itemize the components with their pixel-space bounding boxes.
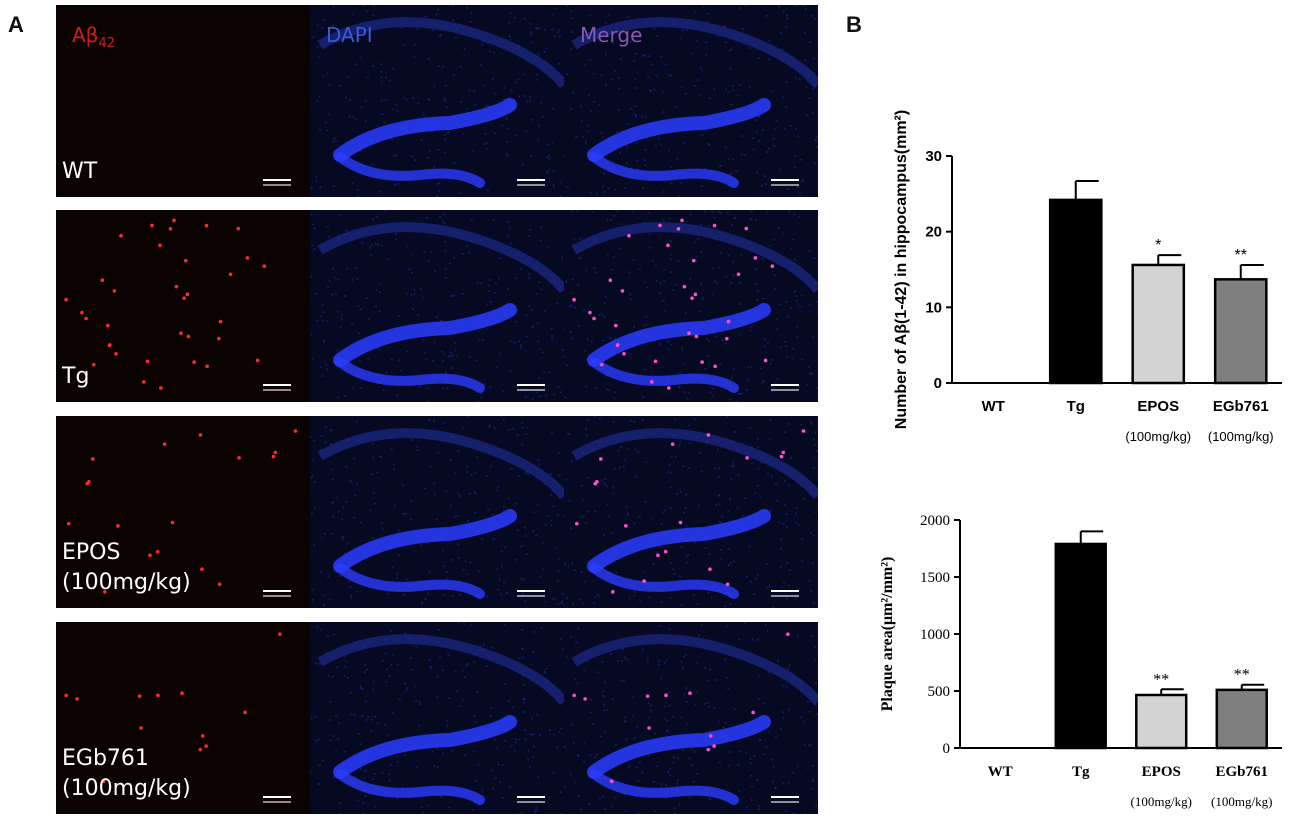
abeta-channel-image bbox=[56, 210, 310, 402]
x-tick-label: EGb761 bbox=[1215, 764, 1268, 780]
bar-egb761 bbox=[1213, 278, 1268, 385]
y-axis-label: Plaque area(μm²/mm²) bbox=[879, 557, 896, 712]
micrograph-row: Tg bbox=[56, 210, 818, 402]
group-label-line: (100mg/kg) bbox=[62, 776, 191, 801]
channel-label: Aβ42 bbox=[72, 23, 115, 51]
bar-tg bbox=[1048, 198, 1103, 385]
group-label-line: (100mg/kg) bbox=[62, 570, 191, 595]
group-label-line: EGb761 bbox=[62, 746, 149, 771]
scale-bar bbox=[771, 796, 799, 798]
dapi-channel-image bbox=[310, 622, 564, 814]
scale-bar bbox=[263, 384, 291, 386]
scale-bar bbox=[263, 796, 291, 798]
scale-bar-caption bbox=[517, 184, 545, 186]
y-tick-label: 0 bbox=[943, 741, 951, 757]
x-tick-label: WT bbox=[988, 764, 1013, 780]
micrograph-row: EPOS (100mg/kg) bbox=[56, 416, 818, 608]
scale-bar-caption bbox=[263, 801, 291, 803]
scale-bar bbox=[263, 179, 291, 181]
significance-marker: ** bbox=[1234, 667, 1250, 684]
x-tick-label: Tg bbox=[1072, 764, 1090, 780]
micrograph-row: Aβ42 DAPI Merge WT bbox=[56, 5, 818, 197]
channel-label-text: Merge bbox=[580, 23, 643, 47]
bar-chart-svg: 0 10 20 30 WT Tg * EPOS (100mg/kg) ** EGb761 (100mg… bbox=[893, 110, 1282, 444]
dapi-channel-image bbox=[310, 210, 564, 402]
bar-chart-svg: 0 500 1000 1500 2000 WT Tg ** EPOS (100mg/kg) ** EG… bbox=[879, 513, 1282, 809]
scale-bar-caption bbox=[517, 801, 545, 803]
channel-label-text: Aβ bbox=[72, 23, 99, 47]
y-tick-label: 20 bbox=[925, 224, 942, 241]
group-label: EPOS (100mg/kg) bbox=[62, 538, 191, 598]
x-tick-sublabel: (100mg/kg) bbox=[1208, 429, 1274, 444]
abeta-channel-image bbox=[56, 5, 310, 197]
y-tick-label: 1000 bbox=[920, 627, 950, 643]
bar-epos bbox=[1135, 693, 1188, 750]
scale-bar-caption bbox=[517, 389, 545, 391]
x-tick-label: EPOS bbox=[1137, 398, 1179, 415]
channel-label: Merge bbox=[580, 23, 642, 47]
scale-bar bbox=[771, 590, 799, 592]
group-label-line: EPOS bbox=[62, 540, 121, 565]
merge-channel-image bbox=[564, 416, 818, 608]
x-tick-sublabel: (100mg/kg) bbox=[1125, 429, 1191, 444]
significance-marker: ** bbox=[1235, 247, 1247, 264]
scale-bar-caption bbox=[771, 389, 799, 391]
y-axis-label: Number of Aβ(1-42) in hippocampus(mm²) bbox=[893, 110, 910, 429]
x-tick-label: EGb761 bbox=[1213, 398, 1269, 415]
scale-bar-caption bbox=[771, 184, 799, 186]
channel-label-subscript: 42 bbox=[98, 36, 115, 51]
channel-label: DAPI bbox=[326, 23, 373, 47]
merge-channel-image bbox=[564, 5, 818, 197]
y-tick-label: 30 bbox=[925, 148, 942, 165]
scale-bar-caption bbox=[263, 389, 291, 391]
plaque-area-chart: 0 500 1000 1500 2000 WT Tg ** EPOS (100mg/kg) ** EG… bbox=[860, 500, 1290, 818]
x-tick-label: EPOS bbox=[1142, 764, 1181, 780]
scale-bar bbox=[517, 796, 545, 798]
significance-marker: * bbox=[1155, 237, 1161, 254]
significance-marker: ** bbox=[1153, 671, 1169, 688]
panel-a-letter: A bbox=[8, 12, 24, 37]
y-tick-label: 1500 bbox=[920, 570, 950, 586]
micrograph-grid: Aβ42 DAPI Merge WT Tg EPOS (100mg/kg) EGb761 (10… bbox=[56, 5, 818, 816]
scale-bar bbox=[517, 384, 545, 386]
scale-bar-caption bbox=[263, 595, 291, 597]
plaque-count-chart: 0 10 20 30 WT Tg * EPOS (100mg/kg) ** EGb761 (100mg… bbox=[860, 80, 1290, 450]
y-tick-label: 500 bbox=[928, 684, 951, 700]
scale-bar-caption bbox=[517, 595, 545, 597]
dapi-channel-image bbox=[310, 416, 564, 608]
scale-bar bbox=[517, 590, 545, 592]
y-tick-label: 0 bbox=[934, 375, 942, 392]
micrograph-row: EGb761 (100mg/kg) bbox=[56, 622, 818, 814]
panel-b-letter: B bbox=[846, 12, 862, 37]
abeta-channel-image bbox=[56, 416, 310, 608]
channel-label-text: DAPI bbox=[326, 23, 373, 47]
scale-bar-caption bbox=[771, 801, 799, 803]
merge-channel-image bbox=[564, 210, 818, 402]
scale-bar bbox=[517, 179, 545, 181]
scale-bar-caption bbox=[263, 184, 291, 186]
x-tick-sublabel: (100mg/kg) bbox=[1131, 794, 1192, 809]
scale-bar bbox=[263, 590, 291, 592]
group-label: EGb761 (100mg/kg) bbox=[62, 744, 191, 804]
group-label: WT bbox=[62, 157, 97, 187]
y-tick-label: 10 bbox=[925, 299, 942, 316]
bar-epos bbox=[1131, 263, 1186, 385]
x-tick-sublabel: (100mg/kg) bbox=[1211, 794, 1272, 809]
bar-tg bbox=[1054, 542, 1107, 750]
scale-bar-caption bbox=[771, 595, 799, 597]
group-label-line: Tg bbox=[62, 364, 90, 389]
abeta-channel-image bbox=[56, 622, 310, 814]
group-label-line: WT bbox=[62, 159, 98, 184]
group-label: Tg bbox=[62, 362, 89, 392]
bar-egb761 bbox=[1215, 688, 1268, 750]
x-tick-label: WT bbox=[982, 398, 1005, 415]
merge-channel-image bbox=[564, 622, 818, 814]
scale-bar bbox=[771, 179, 799, 181]
x-tick-label: Tg bbox=[1067, 398, 1085, 415]
dapi-channel-image bbox=[310, 5, 564, 197]
scale-bar bbox=[771, 384, 799, 386]
y-tick-label: 2000 bbox=[920, 513, 950, 529]
